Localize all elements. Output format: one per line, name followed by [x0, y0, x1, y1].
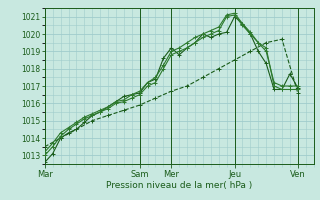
X-axis label: Pression niveau de la mer( hPa ): Pression niveau de la mer( hPa )	[106, 181, 252, 190]
